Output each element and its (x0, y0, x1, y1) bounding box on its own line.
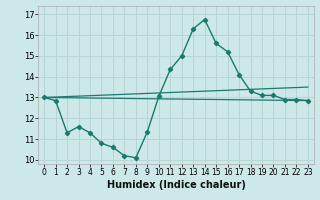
X-axis label: Humidex (Indice chaleur): Humidex (Indice chaleur) (107, 180, 245, 190)
